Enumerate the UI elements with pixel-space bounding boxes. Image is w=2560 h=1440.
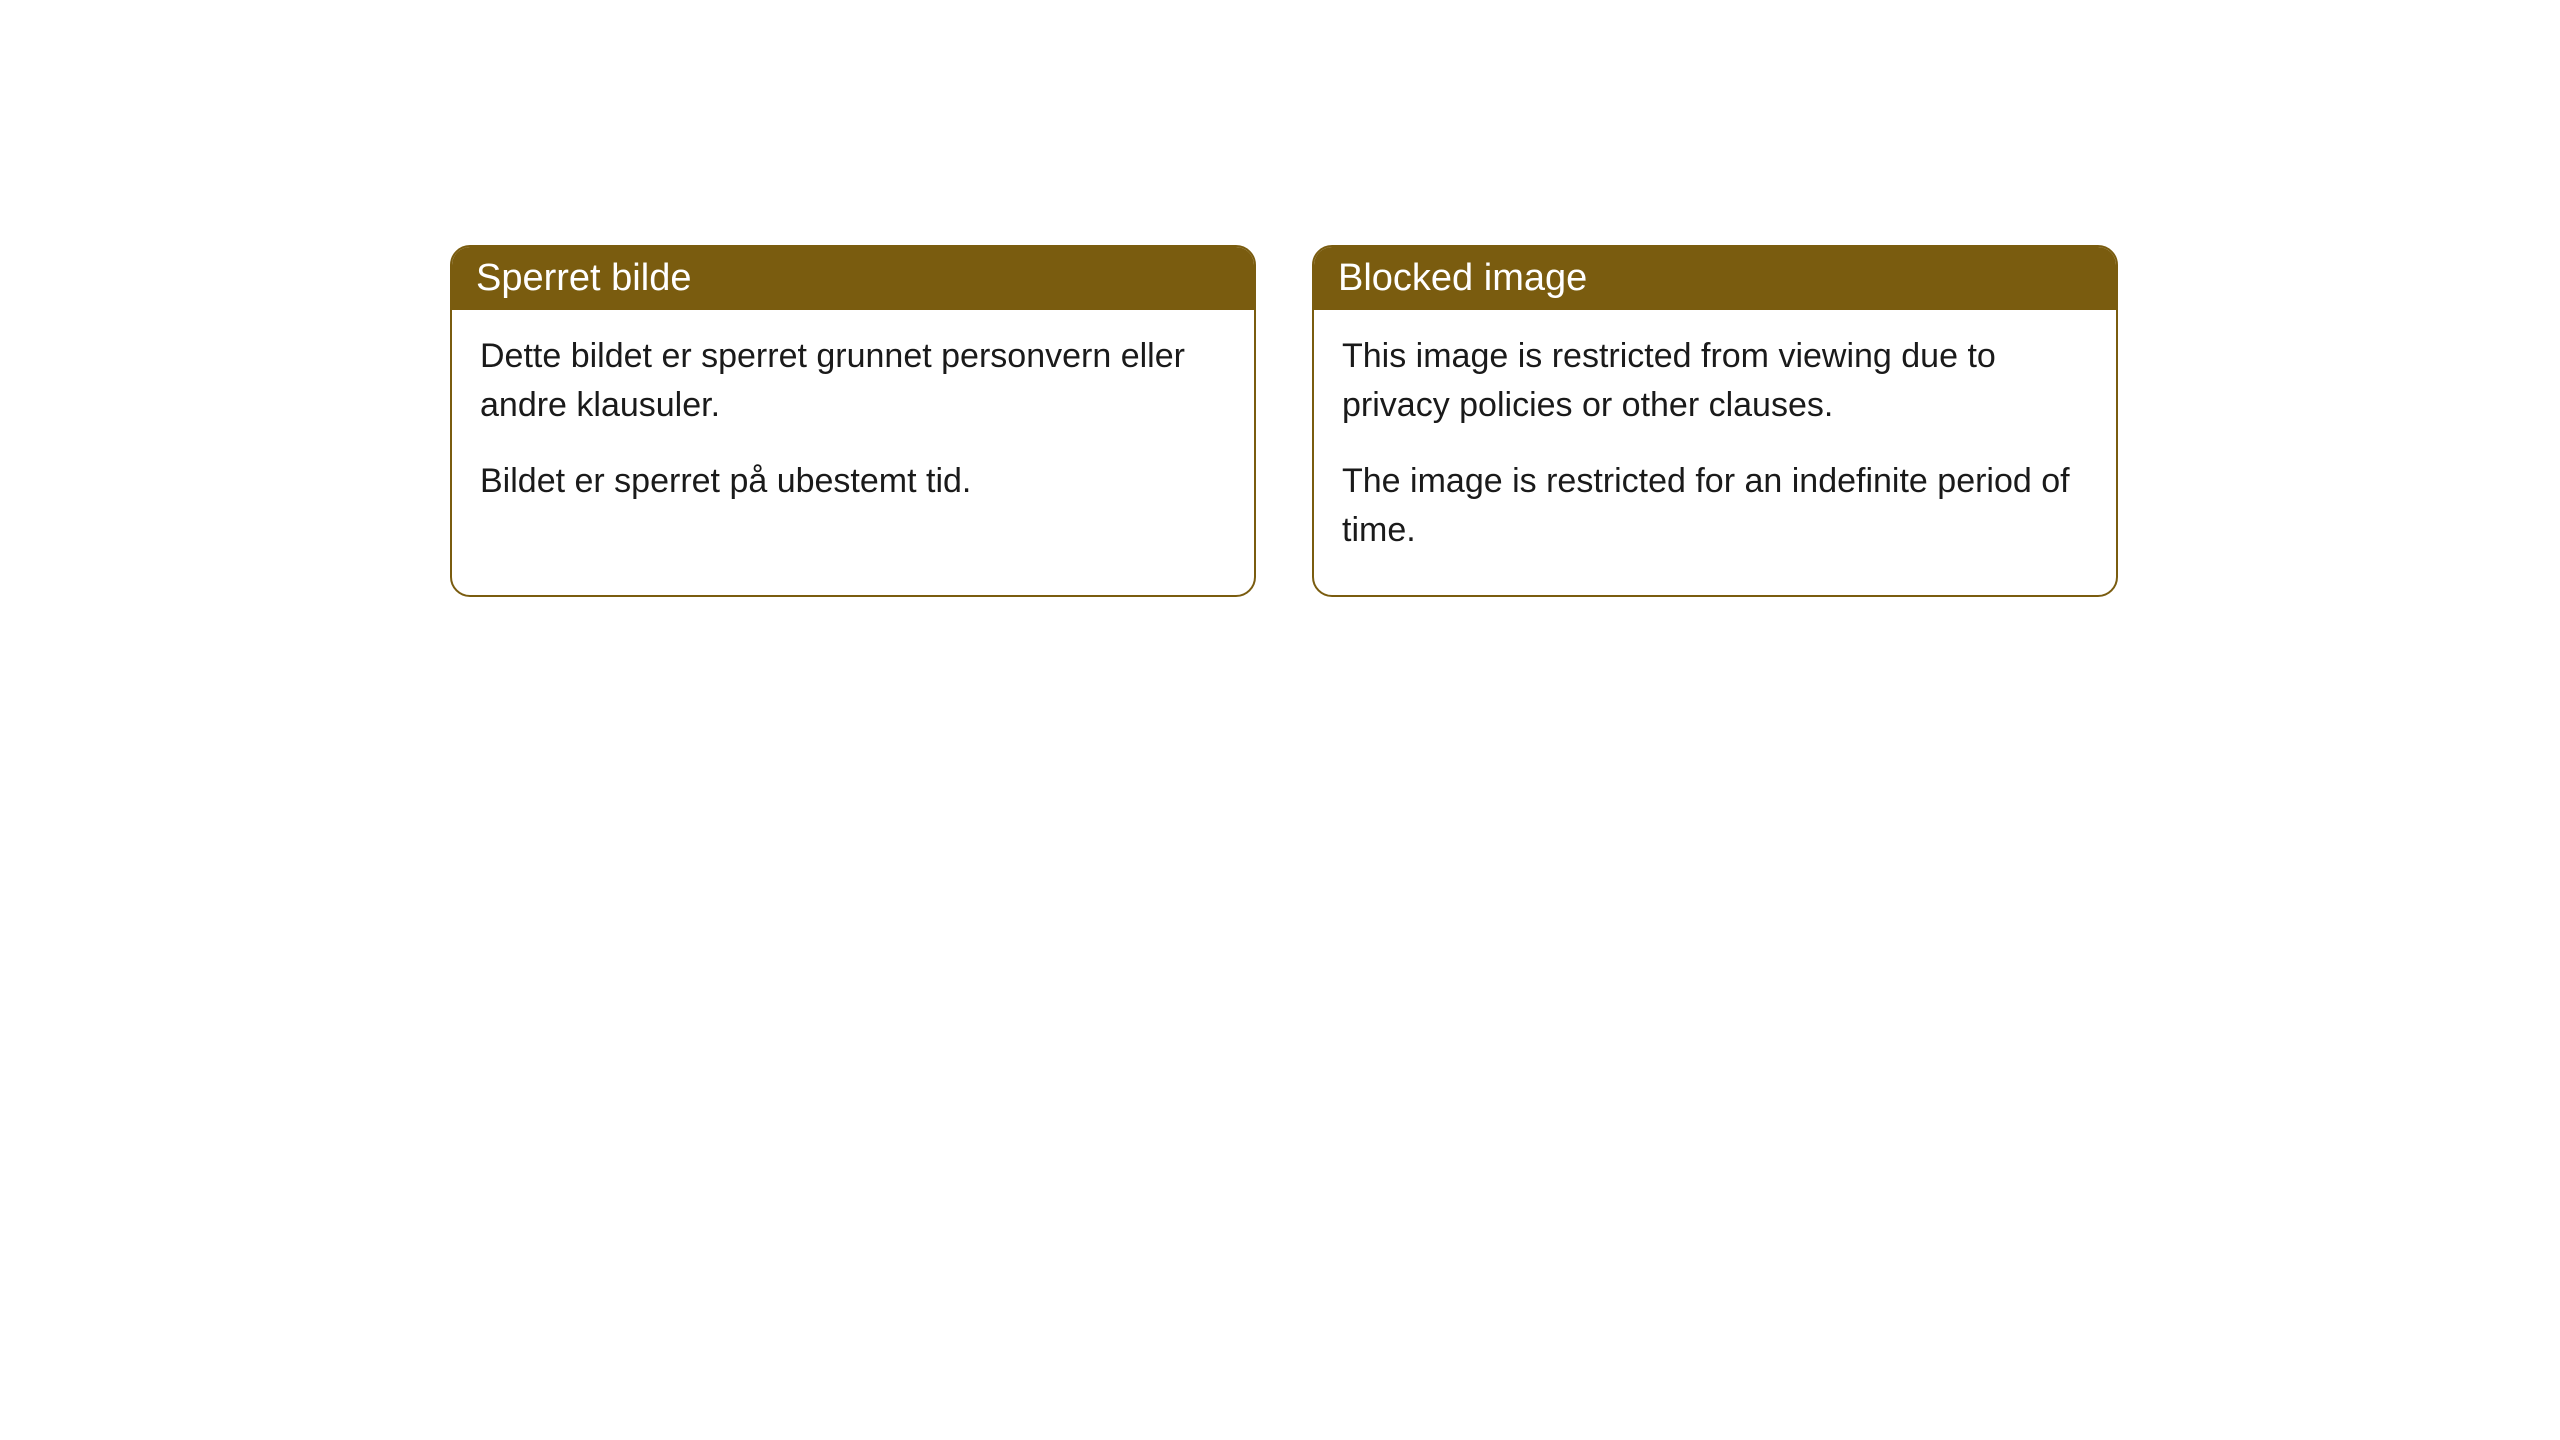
cards-container: Sperret bilde Dette bildet er sperret gr… bbox=[450, 245, 2118, 597]
card-title: Blocked image bbox=[1338, 257, 1587, 299]
card-paragraph: This image is restricted from viewing du… bbox=[1342, 332, 2088, 431]
card-body-english: This image is restricted from viewing du… bbox=[1314, 310, 2116, 595]
card-header-norwegian: Sperret bilde bbox=[452, 247, 1254, 310]
card-english: Blocked image This image is restricted f… bbox=[1312, 245, 2118, 597]
card-paragraph: The image is restricted for an indefinit… bbox=[1342, 457, 2088, 556]
card-paragraph: Bildet er sperret på ubestemt tid. bbox=[480, 457, 1226, 506]
card-header-english: Blocked image bbox=[1314, 247, 2116, 310]
card-paragraph: Dette bildet er sperret grunnet personve… bbox=[480, 332, 1226, 431]
card-body-norwegian: Dette bildet er sperret grunnet personve… bbox=[452, 310, 1254, 546]
card-title: Sperret bilde bbox=[476, 257, 691, 299]
card-norwegian: Sperret bilde Dette bildet er sperret gr… bbox=[450, 245, 1256, 597]
